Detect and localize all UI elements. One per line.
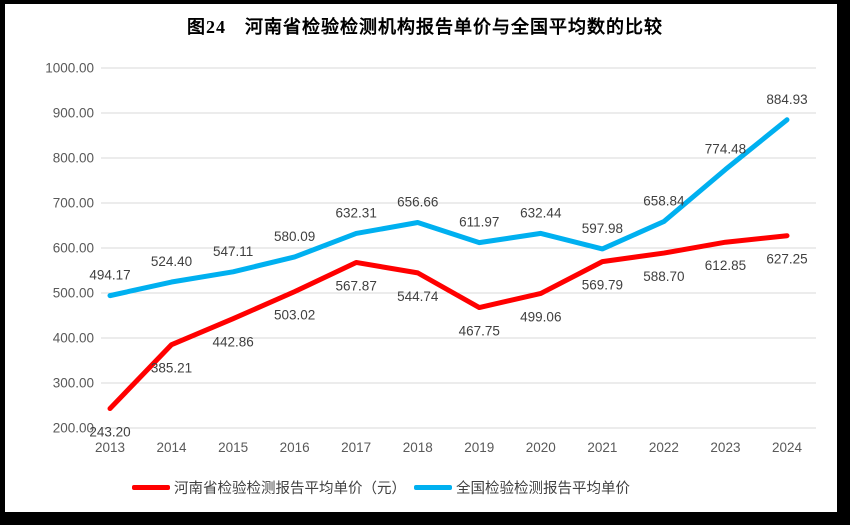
svg-text:2023: 2023 <box>710 440 740 455</box>
svg-text:2014: 2014 <box>157 440 188 455</box>
svg-text:597.98: 597.98 <box>582 221 623 236</box>
svg-text:2016: 2016 <box>280 440 310 455</box>
svg-text:2021: 2021 <box>587 440 617 455</box>
svg-text:400.00: 400.00 <box>53 331 94 346</box>
chart-legend: 河南省检验检测报告平均单价（元） 全国检验检测报告平均单价 <box>0 477 850 498</box>
svg-text:700.00: 700.00 <box>53 196 94 211</box>
svg-text:2013: 2013 <box>95 440 125 455</box>
svg-text:567.87: 567.87 <box>336 278 377 293</box>
svg-text:500.00: 500.00 <box>53 286 94 301</box>
svg-text:503.02: 503.02 <box>274 308 315 323</box>
svg-text:547.11: 547.11 <box>213 244 253 259</box>
legend-item-henan: 河南省检验检测报告平均单价（元） <box>132 477 406 498</box>
data-labels-1: 494.17 524.40 547.11 580.09 632.31 656.66 611.… <box>89 92 807 283</box>
svg-text:544.74: 544.74 <box>397 289 439 304</box>
svg-text:884.93: 884.93 <box>766 92 807 107</box>
series-line-0 <box>107 233 790 412</box>
legend-line-swatch-henan <box>132 485 170 490</box>
y-axis-labels: 1000.00 900.00 800.00 700.00 600.00 500.00 400… <box>45 61 94 436</box>
svg-text:1000.00: 1000.00 <box>45 61 94 76</box>
svg-text:2019: 2019 <box>464 440 494 455</box>
chart-title: 图24 河南省检验检测机构报告单价与全国平均数的比较 <box>187 17 663 37</box>
svg-text:611.97: 611.97 <box>459 215 499 230</box>
svg-text:569.79: 569.79 <box>582 278 623 293</box>
svg-text:2022: 2022 <box>649 440 679 455</box>
svg-text:467.75: 467.75 <box>459 324 500 339</box>
svg-text:2020: 2020 <box>526 440 556 455</box>
svg-text:2015: 2015 <box>218 440 248 455</box>
legend-label-henan: 河南省检验检测报告平均单价（元） <box>174 481 406 497</box>
svg-text:588.70: 588.70 <box>643 269 684 284</box>
svg-text:200.00: 200.00 <box>53 421 94 436</box>
svg-text:900.00: 900.00 <box>53 106 94 121</box>
x-axis-labels: 2013 2014 2015 2016 2017 2018 2019 2020 2021 2022… <box>95 440 803 455</box>
series-line-1 <box>107 117 790 299</box>
data-labels-0: 243.20 385.21 442.86 503.02 567.87 544.74 467.… <box>89 252 807 440</box>
gridlines <box>101 67 816 429</box>
svg-text:580.09: 580.09 <box>274 229 315 244</box>
legend-item-national: 全国检验检测报告平均单价 <box>414 477 630 498</box>
svg-text:2024: 2024 <box>772 440 803 455</box>
svg-text:627.25: 627.25 <box>766 252 807 267</box>
svg-text:524.40: 524.40 <box>151 254 192 269</box>
svg-text:2017: 2017 <box>341 440 371 455</box>
svg-text:2018: 2018 <box>403 440 433 455</box>
svg-text:632.31: 632.31 <box>336 205 377 220</box>
svg-text:774.48: 774.48 <box>705 141 746 156</box>
svg-text:658.84: 658.84 <box>643 194 685 209</box>
svg-text:800.00: 800.00 <box>53 151 94 166</box>
svg-text:656.66: 656.66 <box>397 195 438 210</box>
legend-line-swatch-national <box>414 485 452 490</box>
svg-text:494.17: 494.17 <box>89 268 130 283</box>
svg-text:243.20: 243.20 <box>89 425 130 440</box>
svg-text:385.21: 385.21 <box>151 361 192 376</box>
svg-text:632.44: 632.44 <box>520 205 562 220</box>
svg-text:300.00: 300.00 <box>53 376 94 391</box>
legend-label-national: 全国检验检测报告平均单价 <box>456 481 630 497</box>
svg-text:499.06: 499.06 <box>520 309 561 324</box>
svg-text:612.85: 612.85 <box>705 258 746 273</box>
svg-text:442.86: 442.86 <box>212 335 253 350</box>
svg-text:600.00: 600.00 <box>53 241 94 256</box>
